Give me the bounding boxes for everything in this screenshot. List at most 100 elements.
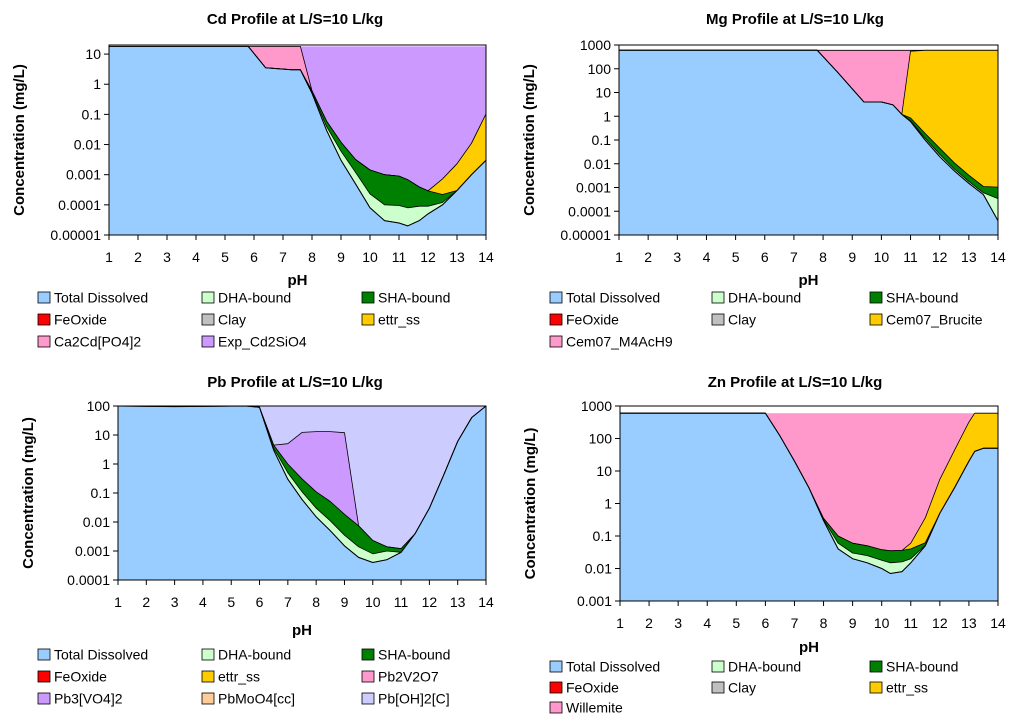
x-tick-label: 8 xyxy=(308,249,316,265)
y-tick-label: 0.001 xyxy=(75,543,110,559)
legend-label: SHA-bound xyxy=(378,290,450,306)
x-tick-label: 1 xyxy=(114,594,122,610)
x-tick-label: 10 xyxy=(874,249,890,265)
legend-label: SHA-bound xyxy=(886,290,958,306)
x-tick-label: 9 xyxy=(341,594,349,610)
y-tick-label: 0.001 xyxy=(66,167,101,183)
x-tick-label: 9 xyxy=(849,615,857,631)
x-tick-label: 9 xyxy=(848,249,856,265)
legend-label: ettr_ss xyxy=(886,680,928,696)
legend-swatch xyxy=(549,313,563,326)
legend-swatch xyxy=(869,660,883,673)
x-tick-label: 6 xyxy=(761,615,769,631)
legend-label: Cem07_Brucite xyxy=(886,312,983,328)
y-tick-label: 1 xyxy=(102,456,110,472)
legend-label: SHA-bound xyxy=(378,647,450,663)
x-tick-label: 4 xyxy=(192,249,200,265)
legend-label: ettr_ss xyxy=(378,312,420,328)
legend-swatch xyxy=(361,670,375,683)
x-tick-label: 10 xyxy=(874,615,890,631)
x-tick-label: 12 xyxy=(420,249,436,265)
y-axis-label: Concentration (mg/L) xyxy=(521,64,538,216)
legend-label: FeOxide xyxy=(566,680,619,696)
legend-swatch xyxy=(869,681,883,694)
y-tick-label: 1 xyxy=(93,76,101,92)
legend-swatch xyxy=(549,291,563,304)
legend-swatch xyxy=(711,313,725,326)
x-axis-label: pH xyxy=(292,622,312,639)
y-tick-label: 10 xyxy=(85,46,101,62)
chart-panel: Cd Profile at L/S=10 L/kg1 2 3 4 5 6 7 8 9 10 11 12… xyxy=(11,11,494,350)
x-tick-label: 11 xyxy=(394,594,409,610)
legend-swatch xyxy=(37,335,51,348)
x-tick-label: 2 xyxy=(134,249,142,265)
x-tick-label: 10 xyxy=(365,594,381,610)
x-tick-label: 5 xyxy=(732,249,740,265)
legend-swatch xyxy=(711,660,725,673)
y-tick-label: 100 xyxy=(588,61,612,77)
x-tick-label: 11 xyxy=(903,249,918,265)
legend-label: SHA-bound xyxy=(886,659,958,675)
legend-swatch xyxy=(201,313,215,326)
x-tick-label: 2 xyxy=(645,615,653,631)
x-tick-label: 3 xyxy=(163,249,171,265)
legend-label: Total Dissolved xyxy=(566,659,660,675)
x-tick-label: 13 xyxy=(449,249,465,265)
legend-label: Exp_Cd2SiO4 xyxy=(218,334,307,350)
total-dissolved-line xyxy=(620,412,998,575)
y-tick-label: 0.01 xyxy=(74,137,101,153)
x-tick-label: 9 xyxy=(337,249,345,265)
y-tick-label: 1000 xyxy=(580,37,611,53)
x-tick-label: 7 xyxy=(790,249,798,265)
x-tick-label: 12 xyxy=(932,615,948,631)
total-dissolved-line xyxy=(117,405,487,564)
legend-label: Clay xyxy=(728,312,756,328)
legend-label: Ca2Cd[PO4]2 xyxy=(54,334,141,350)
x-tick-label: 11 xyxy=(903,615,918,631)
x-axis-label: pH xyxy=(799,272,819,289)
x-tick-label: 2 xyxy=(644,249,652,265)
legend-swatch xyxy=(37,313,51,326)
x-tick-label: 13 xyxy=(961,249,977,265)
legend-label: FeOxide xyxy=(54,669,107,685)
y-tick-label: 100 xyxy=(589,431,613,447)
y-tick-label: 10 xyxy=(596,463,612,479)
x-tick-label: 3 xyxy=(171,594,179,610)
x-tick-label: 12 xyxy=(422,594,438,610)
legend-label: DHA-bound xyxy=(728,290,801,306)
chart-title: Mg Profile at L/S=10 L/kg xyxy=(706,11,884,28)
x-tick-label: 14 xyxy=(990,615,1006,631)
x-tick-label: 13 xyxy=(450,594,466,610)
y-tick-label: 0.00001 xyxy=(50,227,101,243)
legend-swatch xyxy=(201,335,215,348)
x-tick-label: 7 xyxy=(791,615,799,631)
y-tick-label: 0.1 xyxy=(592,132,612,148)
legend-swatch xyxy=(549,681,563,694)
y-tick-label: 10 xyxy=(595,85,611,101)
y-tick-label: 0.1 xyxy=(82,106,102,122)
legend-swatch xyxy=(869,313,883,326)
x-tick-label: 2 xyxy=(142,594,150,610)
x-tick-label: 3 xyxy=(674,615,682,631)
legend-label: Cem07_M4AcH9 xyxy=(566,334,673,350)
x-tick-label: 8 xyxy=(312,594,320,610)
legend-label: ettr_ss xyxy=(218,669,260,685)
total-dissolved-line xyxy=(619,49,999,221)
x-tick-label: 4 xyxy=(703,249,711,265)
legend-swatch xyxy=(549,701,563,714)
y-tick-label: 0.001 xyxy=(576,180,611,196)
y-tick-label: 1 xyxy=(603,108,611,124)
x-tick-label: 10 xyxy=(362,249,378,265)
y-tick-label: 0.001 xyxy=(577,593,612,609)
y-axis-label: Concentration (mg/L) xyxy=(11,64,28,216)
x-tick-label: 5 xyxy=(227,594,235,610)
legend-swatch xyxy=(37,692,51,705)
y-tick-label: 100 xyxy=(87,398,111,414)
x-axis-label: pH xyxy=(799,639,819,656)
x-tick-label: 7 xyxy=(279,249,287,265)
legend-label: Total Dissolved xyxy=(54,290,148,306)
chart-title: Pb Profile at L/S=10 L/kg xyxy=(207,374,382,391)
x-tick-label: 5 xyxy=(732,615,740,631)
x-tick-label: 11 xyxy=(392,249,407,265)
legend-swatch xyxy=(201,648,215,661)
